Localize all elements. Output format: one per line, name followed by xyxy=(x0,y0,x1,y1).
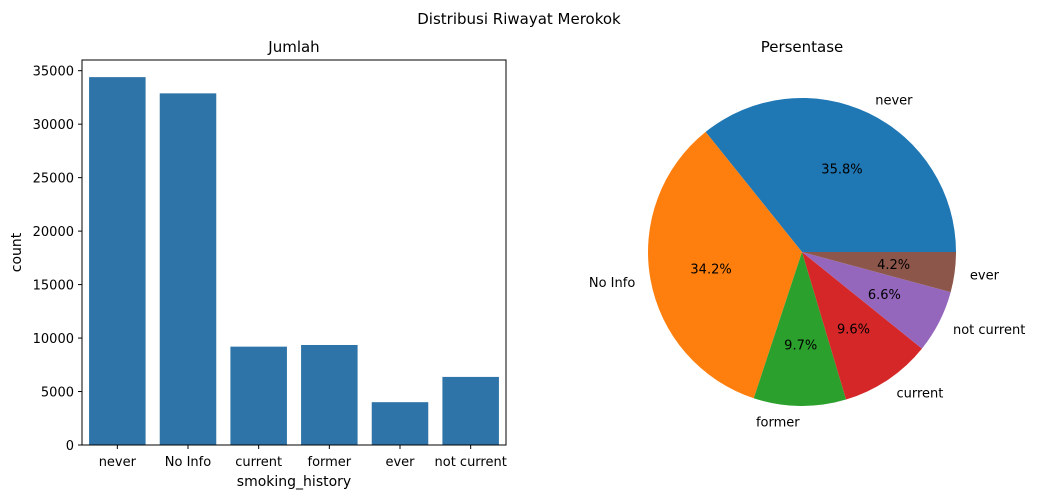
pie-slice-no-info xyxy=(648,131,802,399)
figure-suptitle: Distribusi Riwayat Merokok xyxy=(417,10,621,28)
y-tick-label: 15000 xyxy=(33,279,74,294)
pie-pct-label: 9.7% xyxy=(784,338,817,353)
pie-category-label: current xyxy=(896,387,943,402)
bar-x-axis: never No Info current former ever not current xyxy=(99,445,507,470)
pie-category-label: never xyxy=(875,93,913,108)
pie-slice-not-current xyxy=(802,252,951,349)
pie-labels: 35.8% never 34.2% No Info 9.7% former 9.6% curr… xyxy=(589,93,1025,430)
bar-former xyxy=(301,344,358,445)
bar-chart: Jumlah 0 5000 10000 15000 20000 25000 30000 350… xyxy=(9,38,507,490)
pie-category-label: former xyxy=(756,415,800,430)
y-tick-label: 0 xyxy=(66,439,74,454)
y-tick-label: 20000 xyxy=(33,225,74,240)
pie-category-label: not current xyxy=(953,323,1025,338)
bar-no-info xyxy=(159,93,217,446)
bar-y-axis: 0 5000 10000 15000 20000 25000 30000 35000 xyxy=(33,65,82,454)
y-tick-label: 5000 xyxy=(41,386,74,401)
pie-slice-ever xyxy=(802,252,956,293)
pie-slice-current xyxy=(802,252,922,400)
bar-ever xyxy=(371,402,429,445)
x-tick-label: not current xyxy=(435,455,507,470)
x-tick-label: former xyxy=(308,455,352,470)
pie-chart-title: Persentase xyxy=(761,38,844,56)
y-tick-label: 25000 xyxy=(33,172,74,187)
pie-chart: Persentase 35.8% never 34.2% No Info 9.7% for… xyxy=(589,38,1025,430)
bar-not-current xyxy=(442,376,499,445)
y-tick-label: 35000 xyxy=(33,65,74,80)
pie-pct-label: 34.2% xyxy=(690,262,731,277)
pie-category-label: ever xyxy=(970,268,1000,283)
bar-current xyxy=(230,346,287,445)
pie-pct-label: 9.6% xyxy=(837,323,870,338)
bar-y-axis-label: count xyxy=(9,232,25,272)
bar-never xyxy=(89,77,146,445)
pie-category-label: No Info xyxy=(589,276,635,291)
x-tick-label: ever xyxy=(385,455,415,470)
bar-marks xyxy=(89,77,499,446)
x-tick-label: never xyxy=(99,455,137,470)
pie-pct-label: 35.8% xyxy=(821,163,862,178)
pie-slice-never xyxy=(705,97,956,252)
bar-x-axis-label: smoking_history xyxy=(237,474,351,490)
x-tick-label: current xyxy=(235,455,282,470)
y-tick-label: 10000 xyxy=(33,332,74,347)
bar-chart-title: Jumlah xyxy=(267,38,319,56)
y-tick-label: 30000 xyxy=(33,118,74,133)
pie-slices xyxy=(648,97,956,406)
pie-slice-former xyxy=(753,252,847,406)
x-tick-label: No Info xyxy=(165,455,211,470)
pie-pct-label: 6.6% xyxy=(868,288,901,303)
bar-plot-frame xyxy=(81,59,507,446)
pie-pct-label: 4.2% xyxy=(877,258,910,273)
